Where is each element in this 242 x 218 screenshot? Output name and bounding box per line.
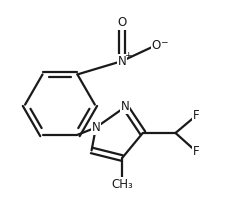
Text: CH₃: CH₃	[111, 178, 133, 191]
Text: N: N	[121, 100, 130, 113]
Text: N: N	[91, 121, 100, 134]
Text: F: F	[193, 109, 199, 122]
Text: +: +	[124, 51, 132, 60]
Text: −: −	[160, 37, 168, 46]
Text: O: O	[151, 39, 160, 52]
Text: F: F	[193, 145, 199, 158]
Text: O: O	[117, 16, 127, 29]
Text: N: N	[118, 54, 127, 68]
